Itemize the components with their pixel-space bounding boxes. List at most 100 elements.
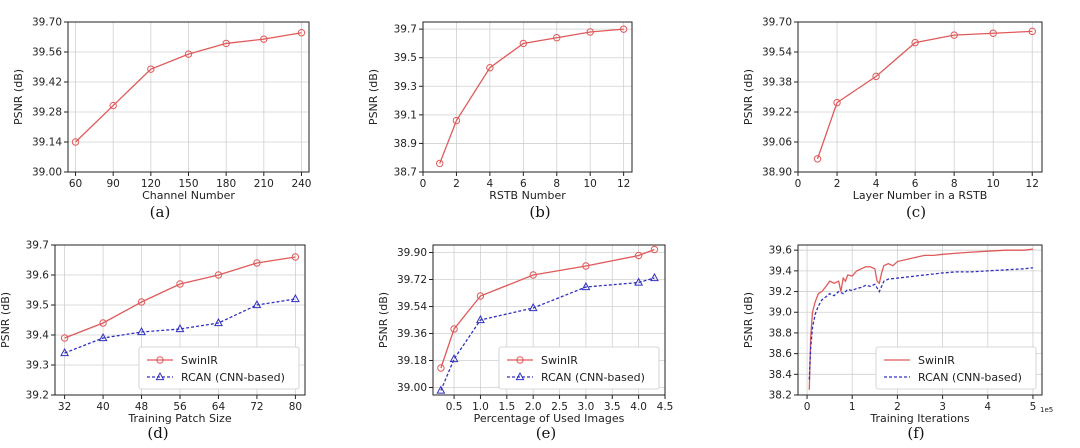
y-axis-label: PSNR (dB) <box>0 292 12 348</box>
x-tick-label: 60 <box>69 178 82 190</box>
data-point <box>476 292 485 300</box>
legend-entry: RCAN (CNN-based) <box>918 371 1022 384</box>
x-tick-label: 120 <box>141 178 161 190</box>
data-point <box>528 302 538 312</box>
data-point <box>634 277 644 286</box>
x-tick-label: 1.0 <box>472 401 489 413</box>
series-line-2 <box>808 267 1034 380</box>
y-tick-label: 39.6 <box>769 245 793 257</box>
x-tick-label: 4 <box>984 401 991 413</box>
legend-entry: SwinIR <box>918 354 955 367</box>
y-axis-label: PSNR (dB) <box>12 69 25 125</box>
x-tick-label: 90 <box>107 178 120 190</box>
x-tick-label: 0 <box>804 401 811 413</box>
data-point <box>260 35 268 43</box>
panel-caption: (d) <box>147 424 168 442</box>
chart-panel-3: 0 2 4 6 8 10 12 38.90 39.06 39.22 39.38 39.54 39.70 L… <box>742 17 1043 221</box>
data-point <box>60 347 70 357</box>
y-tick-label: 39.56 <box>32 47 62 59</box>
data-point <box>222 39 230 48</box>
data-point <box>137 298 146 306</box>
plot-frame <box>54 244 306 396</box>
x-tick-label: 3.0 <box>578 401 595 413</box>
chart-panel-5: 0.5 1.0 1.5 2.0 2.5 3.0 3.5 4.0 4.5 39.00 39.18 39.… <box>377 244 674 442</box>
y-tick-label: 38.4 <box>769 369 793 381</box>
y-tick-label: 38.6 <box>769 348 793 360</box>
legend-entry: SwinIR <box>181 354 218 367</box>
y-tick-label: 38.8 <box>769 327 792 339</box>
legend-box <box>875 346 1037 390</box>
data-point <box>619 25 628 33</box>
chart-panel-1: 60 90 120 150 180 210 240 39.00 39.14 39.28 39.42 3… <box>12 17 311 222</box>
y-tick-label: 39.72 <box>397 274 427 286</box>
x-tick-label: 1.5 <box>498 401 515 413</box>
x-tick-label: 210 <box>254 178 274 190</box>
y-tick-label: 39.2 <box>769 286 792 298</box>
data-point <box>450 325 458 333</box>
data-point <box>634 251 643 260</box>
plot-frame <box>432 244 666 396</box>
legend-entry: RCAN (CNN-based) <box>181 371 285 384</box>
legend-entry: RCAN (CNN-based) <box>541 371 645 384</box>
data-point <box>911 38 919 47</box>
y-tick-label: 39.70 <box>762 17 792 29</box>
data-point <box>214 271 223 279</box>
x-tick-label: 12 <box>1026 178 1039 190</box>
series-line-2 <box>440 277 655 391</box>
data-point <box>214 317 223 327</box>
y-tick-label: 39.3 <box>26 360 49 372</box>
y-tick-label: 39.1 <box>394 109 417 121</box>
y-tick-label: 39.4 <box>26 330 50 342</box>
data-point <box>813 155 822 163</box>
y-tick-label: 39.3 <box>394 81 417 93</box>
data-point <box>109 101 117 110</box>
legend: SwinIR RCAN (CNN-based) <box>498 346 660 390</box>
panel-caption: (a) <box>150 203 171 221</box>
data-point <box>950 31 958 39</box>
data-point <box>253 259 261 267</box>
legend: SwinIR RCAN (CNN-based) <box>875 346 1037 390</box>
data-point <box>99 319 107 327</box>
y-tick-label: 39.2 <box>26 390 49 402</box>
x-tick-label: 10 <box>584 178 597 190</box>
legend-entry: SwinIR <box>541 354 578 367</box>
y-tick-label: 38.7 <box>394 167 417 179</box>
x-tick-label: 4.5 <box>657 401 674 413</box>
data-point <box>650 272 659 282</box>
x-tick-label: 48 <box>135 401 148 413</box>
data-point <box>586 28 594 36</box>
x-axis-label: RSTB Number <box>489 189 566 202</box>
y-axis-label: PSNR (dB) <box>377 292 390 348</box>
data-point <box>519 39 528 48</box>
x-tick-label: 40 <box>96 401 109 413</box>
data-point <box>252 299 262 309</box>
series-line-2 <box>64 298 296 354</box>
panel-caption: (f) <box>907 424 924 442</box>
x-tick-label: 6 <box>520 178 527 190</box>
data-point <box>553 34 561 42</box>
legend-marker <box>155 371 165 381</box>
x-tick-label: 1 <box>849 401 856 413</box>
legend-marker <box>516 356 524 364</box>
y-tick-label: 39.42 <box>32 77 62 89</box>
x-axis-label: Training Iterations <box>869 412 970 425</box>
y-tick-label: 39.54 <box>397 301 427 313</box>
data-point <box>581 281 591 291</box>
x-tick-label: 4 <box>873 178 880 190</box>
data-point <box>650 245 659 254</box>
data-point <box>529 271 537 279</box>
x-multiplier-label: 1e5 <box>1040 406 1053 414</box>
x-tick-label: 5 <box>1030 401 1037 413</box>
x-tick-label: 6 <box>912 178 919 190</box>
x-tick-label: 8 <box>951 178 958 190</box>
panel-caption: (c) <box>906 203 926 221</box>
x-tick-label: 4 <box>487 178 494 190</box>
x-tick-label: 8 <box>553 178 560 190</box>
y-tick-label: 38.90 <box>762 167 792 179</box>
x-tick-label: 2 <box>453 178 460 190</box>
series-line-1 <box>64 256 296 339</box>
series-line-1 <box>439 28 624 164</box>
x-tick-label: 2 <box>834 178 841 190</box>
plot-frame <box>67 21 310 173</box>
panel-caption: (e) <box>536 424 557 442</box>
